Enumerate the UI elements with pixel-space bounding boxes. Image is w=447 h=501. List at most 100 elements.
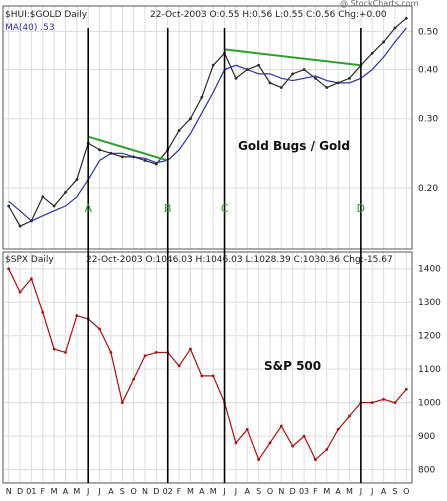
x-tick-label: M [323,487,330,496]
spx-point [120,401,124,405]
top-y-tick-label: 0.40 [418,66,438,76]
marker-label-d: D [357,202,365,215]
x-tick-label: S [392,487,397,496]
trendline [87,135,169,162]
spx-point [132,377,136,381]
bottom-y-tick-label: 1100 [418,365,441,375]
x-tick-label: F [313,487,318,496]
x-tick-label: O [131,487,137,496]
hui-gold-point [348,76,351,80]
hui-gold-point [245,68,249,71]
hui-gold-point [189,117,192,121]
x-tick-label: O [403,487,409,496]
hui-gold-point [302,68,306,71]
top-y-tick-label: 0.20 [418,184,438,194]
hui-gold-point [18,224,22,228]
x-tick-label: J [86,487,89,496]
bottom-panel-frame [2,251,413,484]
bottom-y-tick-label: 800 [418,466,435,476]
spx-point [200,374,204,378]
hui-gold-point [7,204,11,208]
hui-gold-point [291,72,295,76]
top-panel-header: 22-Oct-2003 O:0.55 H:0.56 L:0.55 C:0.56 … [150,10,387,20]
hui-gold-point [52,204,56,208]
spx-point [189,347,192,351]
x-tick-label: M [51,487,58,496]
spx-point [302,434,306,438]
hui-gold-point [200,95,204,99]
top-panel-ma-label: MA(40) .53 [5,23,55,33]
hui-gold-point [314,76,317,80]
hui-gold-point [154,162,158,166]
hui-gold-point [143,159,147,162]
hui-gold-point [336,81,340,85]
hui-gold-point [268,81,272,85]
hui-gold-point [382,40,385,44]
x-tick-label: D [153,487,159,496]
spx-point [7,267,11,271]
spx-point [291,444,295,448]
hui-gold-point [75,178,79,182]
spx-point [109,351,113,354]
top-panel-annotation: Gold Bugs / Gold [238,139,350,153]
spx-point [18,290,22,294]
x-tick-label: J [370,487,373,496]
bottom-panel-symbol: $SPX Daily [5,255,54,265]
spx-point [234,441,238,445]
spx-point [245,428,249,431]
event-markers: A B C D [84,28,365,483]
spx-point [75,314,79,318]
x-tick-label: A [381,487,387,496]
x-tick-label: N [6,487,12,496]
hui-gold-point [41,195,45,199]
trendline [224,48,361,67]
hui-gold-point [257,63,261,67]
hui-gold-point [393,26,397,30]
spx-point [404,387,408,391]
hui-gold-point [234,76,238,80]
bottom-y-tick-label: 900 [418,432,435,442]
spx-point [393,401,397,405]
x-tick-label: M [73,487,80,496]
spx-point [348,414,351,418]
top-y-tick-label: 0.50 [418,27,438,37]
spx-point [314,458,317,461]
x-tick-label: J [222,487,225,496]
bottom-y-tick-label: 1000 [418,399,441,409]
top-panel-symbol: $HUI:$GOLD Daily [5,10,88,20]
x-tick-label: A [199,487,205,496]
spx-point [325,448,329,451]
spx-point [177,364,181,368]
x-tick-label: S [120,487,125,496]
top-panel-y-ticks: 0.20 0.30 0.40 0.50 [418,27,438,194]
bottom-panel-header: 22-Oct-2003 O:1046.03 H:1046.03 L:1028.3… [86,255,393,265]
hui-gold-ma40-line [8,27,407,222]
x-tick-label: F [177,487,182,496]
x-tick-label: M [346,487,353,496]
hui-gold-point [370,51,374,55]
hui-gold-point [279,86,283,89]
x-tick-label: A [245,487,251,496]
x-tick-label: A [63,487,69,496]
spx-point [257,458,261,461]
spx-point [336,428,340,431]
x-tick-label: M [187,487,194,496]
hui-gold-point [30,219,33,223]
bottom-y-tick-label: 1200 [418,332,441,342]
top-panel-frame [2,5,413,250]
hui-gold-point [404,16,408,20]
x-tick-label: D [17,487,23,496]
spx-point [98,327,101,331]
x-tick-label: J [97,487,100,496]
x-tick-label: J [359,487,362,496]
hui-gold-point [64,190,67,194]
x-tick-label: 02 [163,487,173,496]
marker-label-c: C [221,202,229,215]
x-tick-label: D [290,487,296,496]
bottom-panel-annotation: S&P 500 [264,359,321,373]
spx-point [52,347,56,351]
top-y-tick-label: 0.30 [418,115,438,125]
hui-gold-point [98,148,101,152]
